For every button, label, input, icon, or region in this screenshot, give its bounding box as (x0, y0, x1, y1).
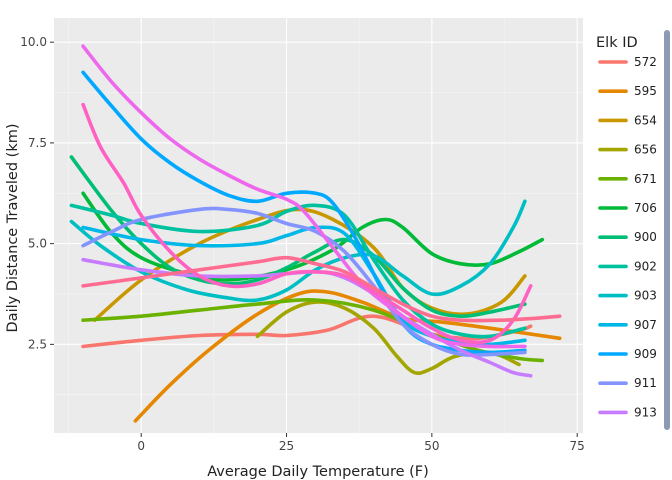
x-tick-label: 0 (137, 439, 145, 453)
x-tick-label: 25 (279, 439, 294, 453)
series-line-unnamed-15 (81, 255, 562, 323)
series-line-unnamed-14 (81, 102, 533, 345)
y-tick-label: 2.5 (28, 337, 47, 351)
legend-label-907[interactable]: 907 (634, 318, 657, 332)
y-tick-label: 7.5 (28, 136, 47, 150)
legend-label-911[interactable]: 911 (634, 376, 657, 390)
legend-label-654[interactable]: 654 (634, 113, 657, 127)
legend-label-900[interactable]: 900 (634, 230, 657, 244)
plot-background (54, 18, 583, 433)
legend-label-913[interactable]: 913 (634, 405, 657, 419)
y-tick-label: 10.0 (20, 35, 47, 49)
series-line-903 (69, 199, 527, 303)
legend-label-903[interactable]: 903 (634, 289, 657, 303)
legend-label-909[interactable]: 909 (634, 347, 657, 361)
legend-title: Elk ID (596, 35, 638, 51)
legend: Elk ID 572 595 654 656 671 706 900 902 903 907 909… (596, 35, 657, 419)
series-line-unnamed-13 (81, 44, 527, 349)
y-axis-title: Daily Distance Traveled (km) (5, 124, 21, 333)
legend-label-595[interactable]: 595 (634, 84, 657, 98)
x-tick-label: 75 (570, 439, 585, 453)
series-line-902 (69, 203, 527, 339)
legend-label-706[interactable]: 706 (634, 201, 657, 215)
legend-items: 572 595 654 656 671 706 900 902 903 907 909 911 913 (598, 55, 657, 419)
series-line-706 (81, 191, 545, 282)
series-line-907 (81, 225, 527, 347)
legend-label-572[interactable]: 572 (634, 55, 657, 69)
series-layer (69, 44, 562, 423)
legend-label-656[interactable]: 656 (634, 143, 657, 157)
legend-scrollbar[interactable] (664, 30, 670, 430)
legend-label-671[interactable]: 671 (634, 172, 657, 186)
y-tick-label: 5.0 (28, 237, 47, 251)
series-line-595 (133, 289, 562, 423)
x-axis-title: Average Daily Temperature (F) (207, 464, 429, 480)
x-tick-label: 50 (424, 439, 439, 453)
axis-layer: 0 25 50 75 2.5 5.0 7.5 10.0 (20, 35, 585, 453)
series-line-911 (81, 206, 527, 358)
legend-label-902[interactable]: 902 (634, 259, 657, 273)
